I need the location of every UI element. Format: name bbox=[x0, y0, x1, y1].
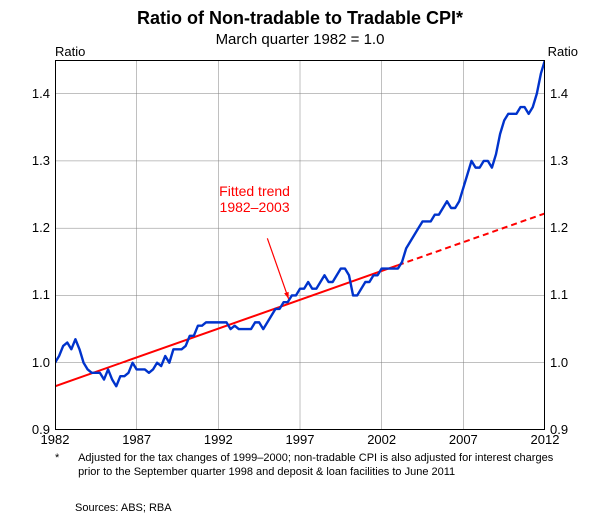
annotation-line2: 1982–2003 bbox=[220, 199, 290, 215]
x-tick: 2012 bbox=[531, 432, 560, 447]
y-tick-right: 1.4 bbox=[550, 86, 568, 101]
y-tick-right: 1.0 bbox=[550, 355, 568, 370]
x-tick: 1992 bbox=[204, 432, 233, 447]
x-tick: 1987 bbox=[122, 432, 151, 447]
y-tick-left: 1.2 bbox=[10, 220, 50, 235]
footnote-marker: * bbox=[55, 452, 75, 466]
y-tick-right: 1.1 bbox=[550, 287, 568, 302]
footnote: * Adjusted for the tax changes of 1999–2… bbox=[55, 452, 575, 480]
plot-area bbox=[55, 60, 545, 430]
x-tick: 2002 bbox=[367, 432, 396, 447]
chart-container: Ratio of Non-tradable to Tradable CPI* M… bbox=[0, 0, 600, 529]
x-tick: 2007 bbox=[449, 432, 478, 447]
chart-subtitle: March quarter 1982 = 1.0 bbox=[0, 29, 600, 48]
y-tick-left: 1.3 bbox=[10, 153, 50, 168]
sources: Sources: ABS; RBA bbox=[75, 502, 172, 514]
footnote-text: Adjusted for the tax changes of 1999–200… bbox=[78, 452, 568, 480]
y-axis-label-left: Ratio bbox=[55, 44, 85, 59]
x-tick: 1982 bbox=[41, 432, 70, 447]
y-tick-left: 1.1 bbox=[10, 287, 50, 302]
x-tick: 1997 bbox=[286, 432, 315, 447]
trend-annotation: Fitted trend 1982–2003 bbox=[219, 183, 290, 215]
y-tick-left: 1.4 bbox=[10, 86, 50, 101]
chart-title: Ratio of Non-tradable to Tradable CPI* bbox=[0, 0, 600, 29]
y-tick-right: 1.2 bbox=[550, 220, 568, 235]
annotation-line1: Fitted trend bbox=[219, 183, 290, 199]
chart-svg bbox=[55, 60, 545, 430]
y-tick-left: 1.0 bbox=[10, 355, 50, 370]
y-tick-right: 1.3 bbox=[550, 153, 568, 168]
y-axis-label-right: Ratio bbox=[548, 44, 578, 59]
